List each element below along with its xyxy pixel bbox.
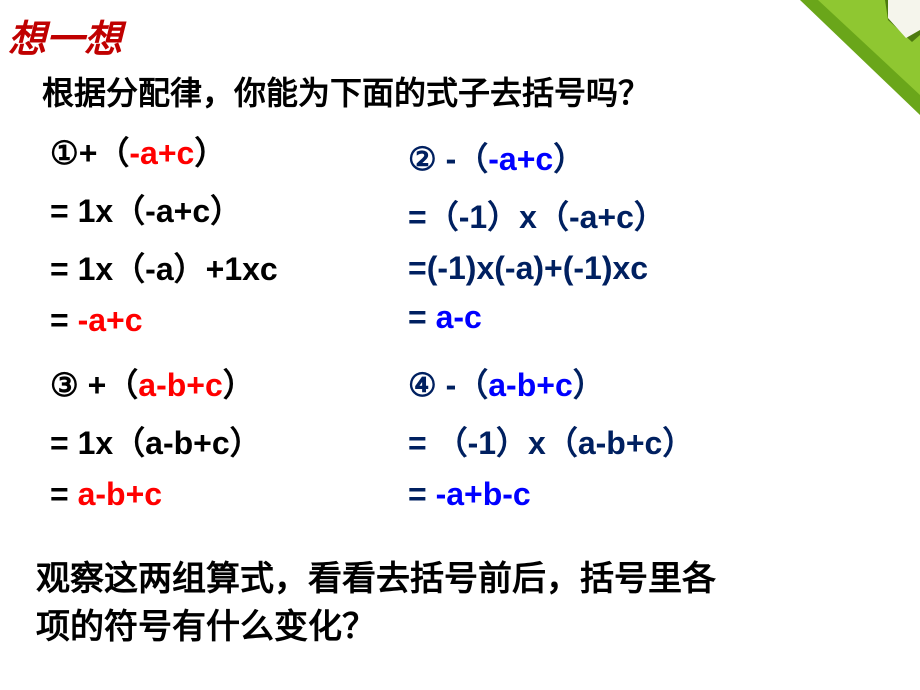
circled-3: ③ (50, 366, 79, 404)
p3-result: = a-b+c (50, 476, 262, 513)
p1-result: = -a+c (50, 302, 278, 339)
problem-2: ② -（-a+c） =（-1）x（-a+c） =(-1)x(-a)+(-1)xc… (408, 134, 666, 336)
p2-result: = a-c (408, 299, 666, 336)
observation-question: 观察这两组算式，看看去括号前后，括号里各 项的符号有什么变化？ (36, 556, 716, 651)
p4-line1: = （-1）x（a-b+c） (408, 418, 694, 464)
p1-line2: = 1x（-a）+1xc (50, 244, 278, 290)
p3-line1: = 1x（a-b+c） (50, 418, 262, 464)
prompt-question: 根据分配律，你能为下面的式子去括号吗？ (42, 68, 650, 114)
problem-3: ③ +（a-b+c） = 1x（a-b+c） = a-b+c (50, 360, 262, 513)
p1-head: ①+（-a+c） (50, 128, 278, 174)
circled-1: ① (50, 134, 79, 172)
circled-2: ② (408, 140, 437, 178)
p2-line2: =(-1)x(-a)+(-1)xc (408, 250, 666, 287)
p2-line1: =（-1）x（-a+c） (408, 192, 666, 238)
p3-head: ③ +（a-b+c） (50, 360, 262, 406)
slide-title: 想一想 (8, 8, 122, 63)
p4-result: = -a+b-c (408, 476, 694, 513)
p4-head: ④ -（a-b+c） (408, 360, 694, 406)
p2-head: ② -（-a+c） (408, 134, 666, 180)
p1-line1: = 1x（-a+c） (50, 186, 278, 232)
corner-decoration (790, 0, 920, 120)
bottom-line1: 观察这两组算式，看看去括号前后，括号里各 (36, 556, 716, 604)
problem-1: ①+（-a+c） = 1x（-a+c） = 1x（-a）+1xc = -a+c (50, 128, 278, 339)
circled-4: ④ (408, 366, 437, 404)
problem-4: ④ -（a-b+c） = （-1）x（a-b+c） = -a+b-c (408, 360, 694, 513)
bottom-line2: 项的符号有什么变化？ (36, 604, 716, 652)
